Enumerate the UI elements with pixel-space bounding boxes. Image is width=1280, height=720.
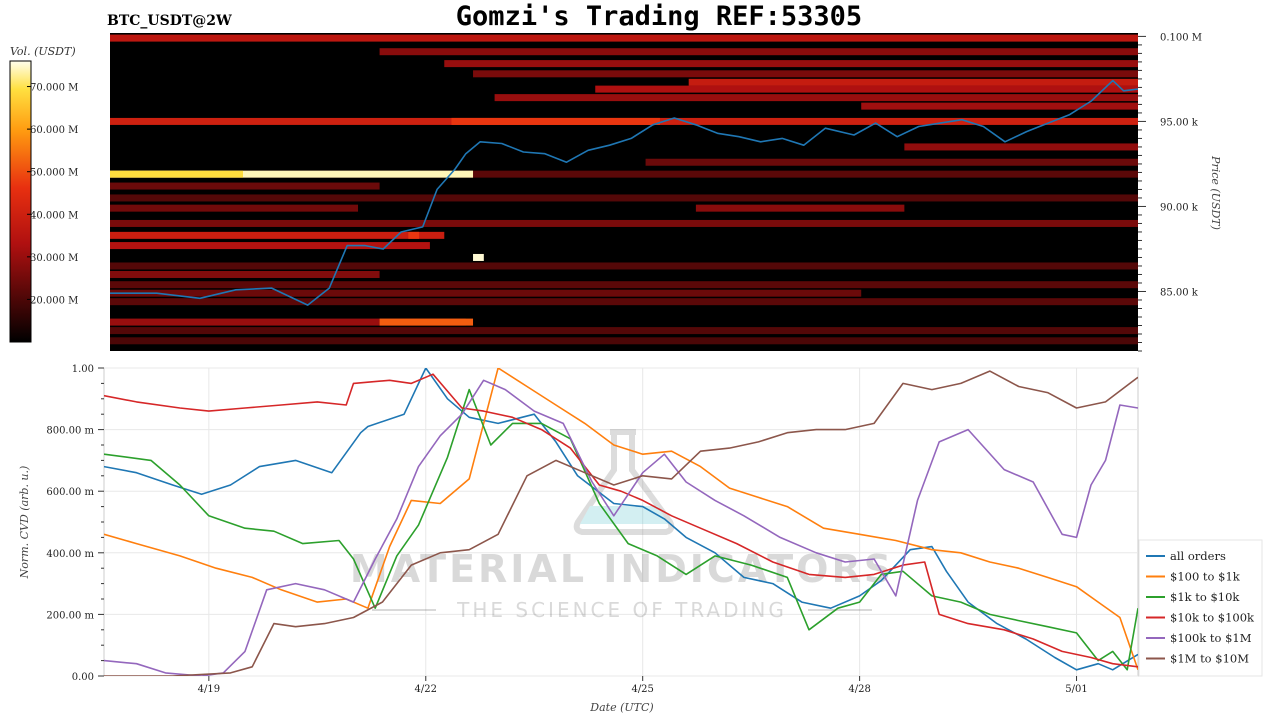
heatmap-band <box>451 117 660 125</box>
heatmap-band <box>110 337 1138 345</box>
watermark: MATERIAL INDICATORS THE SCIENCE OF TRADI… <box>350 429 894 622</box>
heatmap-band <box>379 318 474 326</box>
heatmap-band <box>473 70 1138 78</box>
price-line-layer <box>110 79 1138 306</box>
cvd-x-tick-label: 4/25 <box>631 684 653 695</box>
cvd-y-axis-label: Norm. CVD (arb. u.) <box>18 466 31 580</box>
legend-items: all orders $100 to $1k $1k to $10k $10k to … <box>1146 549 1255 666</box>
heatmap-band <box>110 327 1138 335</box>
symbol-label: BTC_USDT@2W <box>107 13 232 29</box>
watermark-line1: MATERIAL INDICATORS <box>350 547 894 591</box>
legend-label: $10k to $100k <box>1170 611 1255 625</box>
heatmap-band <box>695 204 905 212</box>
price-tick-label: 90.00 k <box>1160 202 1199 213</box>
price-tick-label: 85.00 k <box>1160 287 1199 298</box>
cvd-y-tick-label: 400.00 m <box>46 549 94 560</box>
heatmap-band <box>110 219 1138 227</box>
legend-label: $1k to $10k <box>1170 590 1240 604</box>
heatmap-band <box>110 204 359 212</box>
colorbar-tick-label: 60.000 M <box>30 125 78 136</box>
price-axis-label: Price (USDT) <box>1209 155 1222 230</box>
cvd-y-tick-label: 1.00 <box>72 364 94 375</box>
chart-title: Gomzi's Trading REF:53305 <box>456 1 862 32</box>
heatmap-band <box>645 158 1138 166</box>
heatmap-band <box>595 85 1138 93</box>
heatmap-band <box>110 34 1138 42</box>
heatmap-band <box>110 170 243 178</box>
heatmap-band <box>110 289 862 297</box>
colorbar-tick-label: 40.000 M <box>30 210 78 221</box>
colorbar <box>9 60 32 343</box>
cvd-y-ticks: 1.00 800.00 m 600.00 m 400.00 m 200.00 m 0.00 <box>46 364 104 683</box>
heatmap-band <box>110 170 474 178</box>
heatmap-band <box>688 78 1138 86</box>
watermark-line2: THE SCIENCE OF TRADING <box>456 598 787 622</box>
cvd-series-line-2 <box>104 388 1138 671</box>
heatmap-band <box>110 281 1138 289</box>
cvd-series-line-1 <box>104 368 1138 671</box>
heatmap-band <box>408 231 420 239</box>
cvd-x-tick-label: 4/22 <box>415 684 437 695</box>
heatmap-band <box>110 231 445 239</box>
cvd-x-tick-label: 5/01 <box>1065 684 1087 695</box>
heatmap-band <box>861 102 1138 110</box>
heatmap-band <box>379 48 1138 56</box>
heatmap-band <box>473 253 484 261</box>
cvd-panel: MATERIAL INDICATORS THE SCIENCE OF TRADI… <box>18 364 1263 714</box>
heatmap-band <box>904 143 1138 151</box>
heatmap-band <box>110 318 466 326</box>
legend-label: all orders <box>1170 549 1226 563</box>
price-tick-label: 95.00 k <box>1160 117 1199 128</box>
legend-label: $100k to $1M <box>1170 631 1252 645</box>
cvd-y-tick-label: 200.00 m <box>46 610 94 621</box>
colorbar-tick-label: 50.000 M <box>30 168 78 179</box>
heatmap-band <box>110 298 1138 306</box>
heatmap-band <box>110 270 380 278</box>
heatmap-bands <box>110 34 1138 345</box>
heatmap-band <box>110 170 1138 178</box>
flask-liquid-shape <box>580 506 668 524</box>
legend-label: $100 to $1k <box>1170 570 1241 584</box>
heatmap-band <box>494 94 1138 102</box>
heatmap-band <box>110 262 1138 270</box>
cvd-y-tick-label: 0.00 <box>72 672 94 683</box>
cvd-series-line-3 <box>104 373 1138 668</box>
heatmap-panel: 0.100 M 95.00 k 90.00 k 85.00 k Price (USDT… <box>110 32 1222 352</box>
legend-label: $1M to $10M <box>1170 652 1249 666</box>
cvd-series-line-4 <box>104 379 1138 676</box>
price-line <box>110 79 1138 306</box>
heatmap-band <box>110 182 380 190</box>
cvd-x-tick-label: 4/19 <box>198 684 220 695</box>
price-tick-label: 0.100 M <box>1160 32 1202 43</box>
cvd-x-axis-label: Date (UTC) <box>589 701 653 714</box>
heatmap-band <box>110 194 1138 202</box>
cvd-y-tick-label: 600.00 m <box>46 487 94 498</box>
heatmap-band <box>444 60 1138 68</box>
legend-box <box>1138 539 1263 677</box>
colorbar-tick-label: 20.000 M <box>30 295 78 306</box>
cvd-y-tick-label: 800.00 m <box>46 426 94 437</box>
cvd-series-line-5 <box>104 370 1138 676</box>
legend: all orders $100 to $1k $1k to $10k $10k to … <box>1138 539 1263 677</box>
cvd-x-tick-label: 4/28 <box>848 684 870 695</box>
heatmap-band <box>110 242 430 250</box>
colorbar-tick-label: 70.000 M <box>30 83 78 94</box>
price-axis-ticks: 0.100 M 95.00 k 90.00 k 85.00 k <box>1138 32 1202 352</box>
colorbar-label: Vol. (USDT) <box>10 45 76 58</box>
cvd-x-ticks: 4/19 4/22 4/25 4/28 5/01 <box>198 676 1088 695</box>
colorbar-ticks: 70.000 M 60.000 M 50.000 M 40.000 M 30.000 M… <box>27 83 78 306</box>
cvd-series-line-0 <box>104 368 1138 671</box>
colorbar-tick-label: 30.000 M <box>30 253 78 264</box>
cvd-series-lines <box>104 368 1138 676</box>
